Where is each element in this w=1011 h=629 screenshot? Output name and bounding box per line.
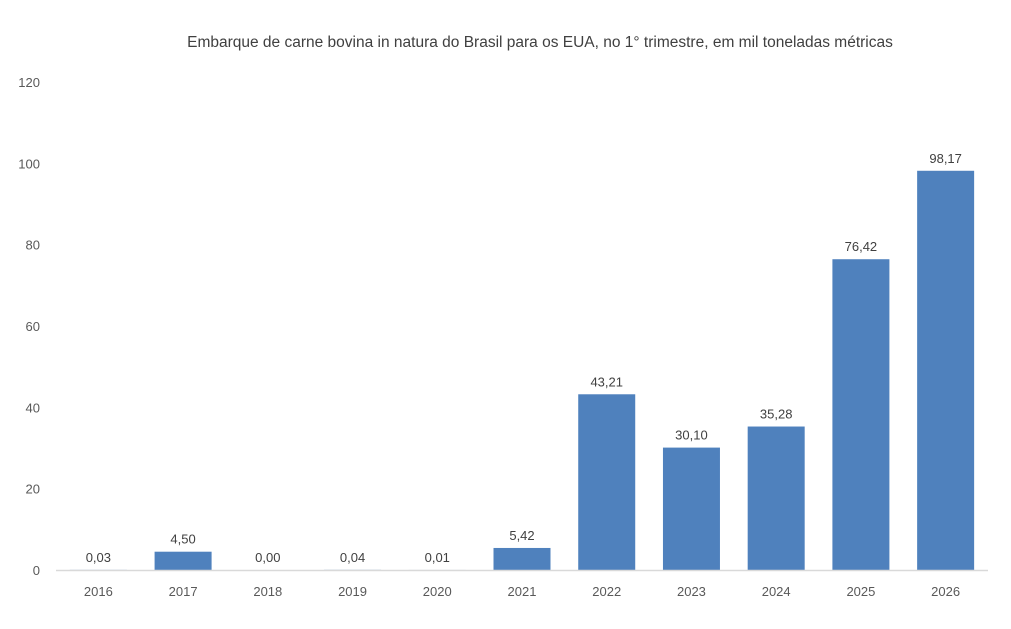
x-tick-label: 2026: [931, 584, 960, 599]
y-tick-label: 80: [26, 238, 40, 253]
bar-2025: [832, 259, 890, 570]
x-tick-label: 2024: [762, 584, 791, 599]
bars: 0,03 4,50 0,00 0,04 0,01 5,42 43,21 30,10 35,28 7…: [69, 151, 975, 570]
x-tick-label: 2020: [423, 584, 452, 599]
data-label: 43,21: [590, 374, 623, 389]
x-axis: 2016 2017 2018 2019 2020 2021 2022 2023 2024 2025…: [56, 569, 988, 599]
y-axis: 0 20 40 60 80 100 120: [18, 75, 40, 578]
x-tick-label: 2023: [677, 584, 706, 599]
y-tick-label: 40: [26, 400, 40, 415]
x-tick-label: 2019: [338, 584, 367, 599]
bar-2017: [154, 551, 212, 570]
data-label: 0,04: [340, 550, 365, 565]
chart-title: Embarque de carne bovina in natura do Br…: [187, 34, 893, 51]
y-tick-label: 100: [18, 156, 40, 171]
bar-2023: [662, 447, 720, 570]
bar-2024: [747, 426, 805, 570]
y-tick-label: 120: [18, 75, 40, 90]
data-label: 0,01: [425, 550, 450, 565]
data-label: 98,17: [929, 151, 962, 166]
data-label: 35,28: [760, 407, 793, 422]
data-label: 0,03: [86, 550, 111, 565]
data-label: 30,10: [675, 428, 708, 443]
x-tick-label: 2016: [84, 584, 113, 599]
data-label: 0,00: [255, 550, 280, 565]
x-tick-label: 2017: [169, 584, 198, 599]
data-label: 4,50: [170, 532, 195, 547]
data-label: 76,42: [845, 239, 878, 254]
x-tick-label: 2021: [508, 584, 537, 599]
y-tick-label: 60: [26, 319, 40, 334]
x-tick-label: 2022: [592, 584, 621, 599]
data-label: 5,42: [509, 528, 534, 543]
bar-2022: [578, 394, 636, 570]
x-tick-label: 2018: [253, 584, 282, 599]
bar-2021: [493, 547, 551, 570]
y-tick-label: 20: [26, 482, 40, 497]
x-tick-label: 2025: [846, 584, 875, 599]
y-tick-label: 0: [33, 563, 40, 578]
bar-2026: [917, 170, 975, 570]
